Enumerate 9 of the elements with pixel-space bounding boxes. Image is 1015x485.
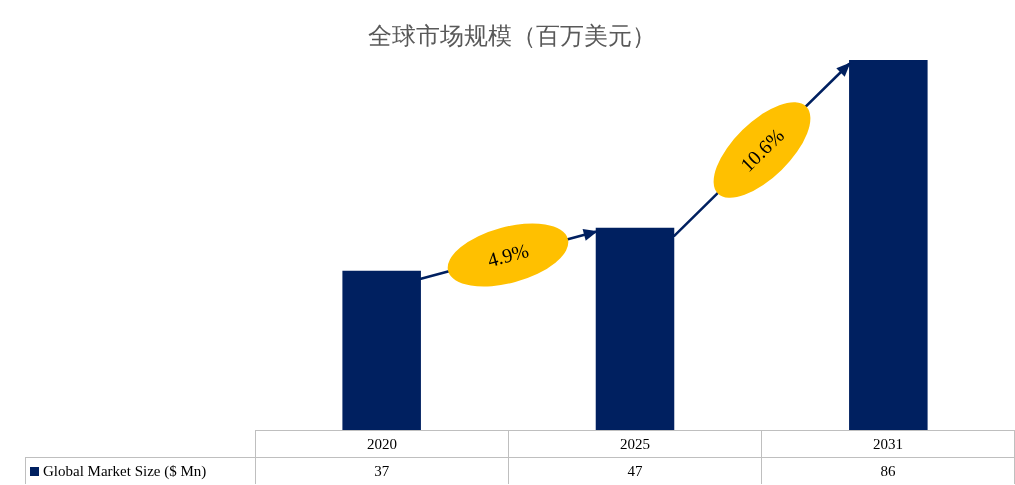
x-tick-label: 2031 — [761, 431, 1014, 457]
data-label: 37 — [254, 458, 508, 484]
x-tick-label: 2020 — [255, 431, 508, 457]
data-label: 47 — [507, 458, 761, 484]
annotation: 4.9% — [485, 238, 532, 272]
x-tick-label: 2025 — [508, 431, 761, 457]
chart-title: 全球市场规模（百万美元） — [366, 21, 657, 52]
legend-label: Global Market Size ($ Mn) — [43, 463, 207, 479]
data-label: 86 — [760, 458, 1015, 484]
